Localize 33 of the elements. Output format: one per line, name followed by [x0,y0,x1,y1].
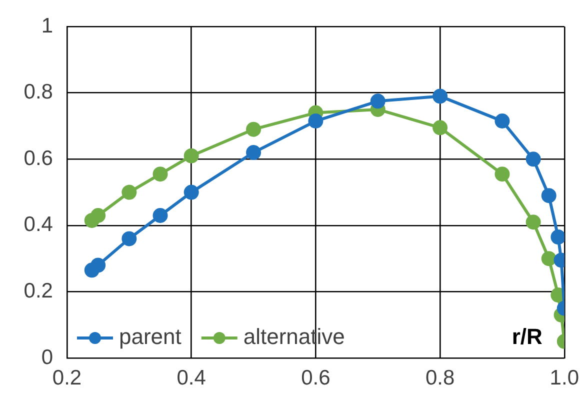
y-tick-label: 0.2 [24,280,53,303]
point [246,122,262,137]
point [494,166,510,182]
point [122,184,137,200]
point [152,208,168,223]
point [184,184,199,200]
point [184,148,199,164]
point [308,114,324,129]
x-tick-label: 0.4 [176,366,206,390]
point [122,231,137,246]
point [550,230,564,245]
x-tick-label: 0.8 [425,366,455,390]
point [246,145,262,160]
x-axis-title: r/R [512,324,543,350]
point [370,94,386,109]
x-tick-label: 1.0 [550,366,580,390]
point [90,208,106,223]
point [152,166,168,182]
legend-label: parent [119,324,182,350]
point [526,152,541,167]
x-tick-label: 0.6 [301,366,330,390]
point [432,120,448,136]
point [526,214,541,230]
y-tick-label: 0.6 [24,146,53,170]
y-tick-label: 0 [41,346,53,369]
point [90,258,106,273]
point [541,188,556,204]
y-tick-label: 0.4 [24,213,54,236]
point [494,114,510,129]
y-tick-label: 0.8 [24,80,53,104]
point [541,251,556,266]
point [432,88,448,104]
y-tick-label: 1 [41,14,53,38]
